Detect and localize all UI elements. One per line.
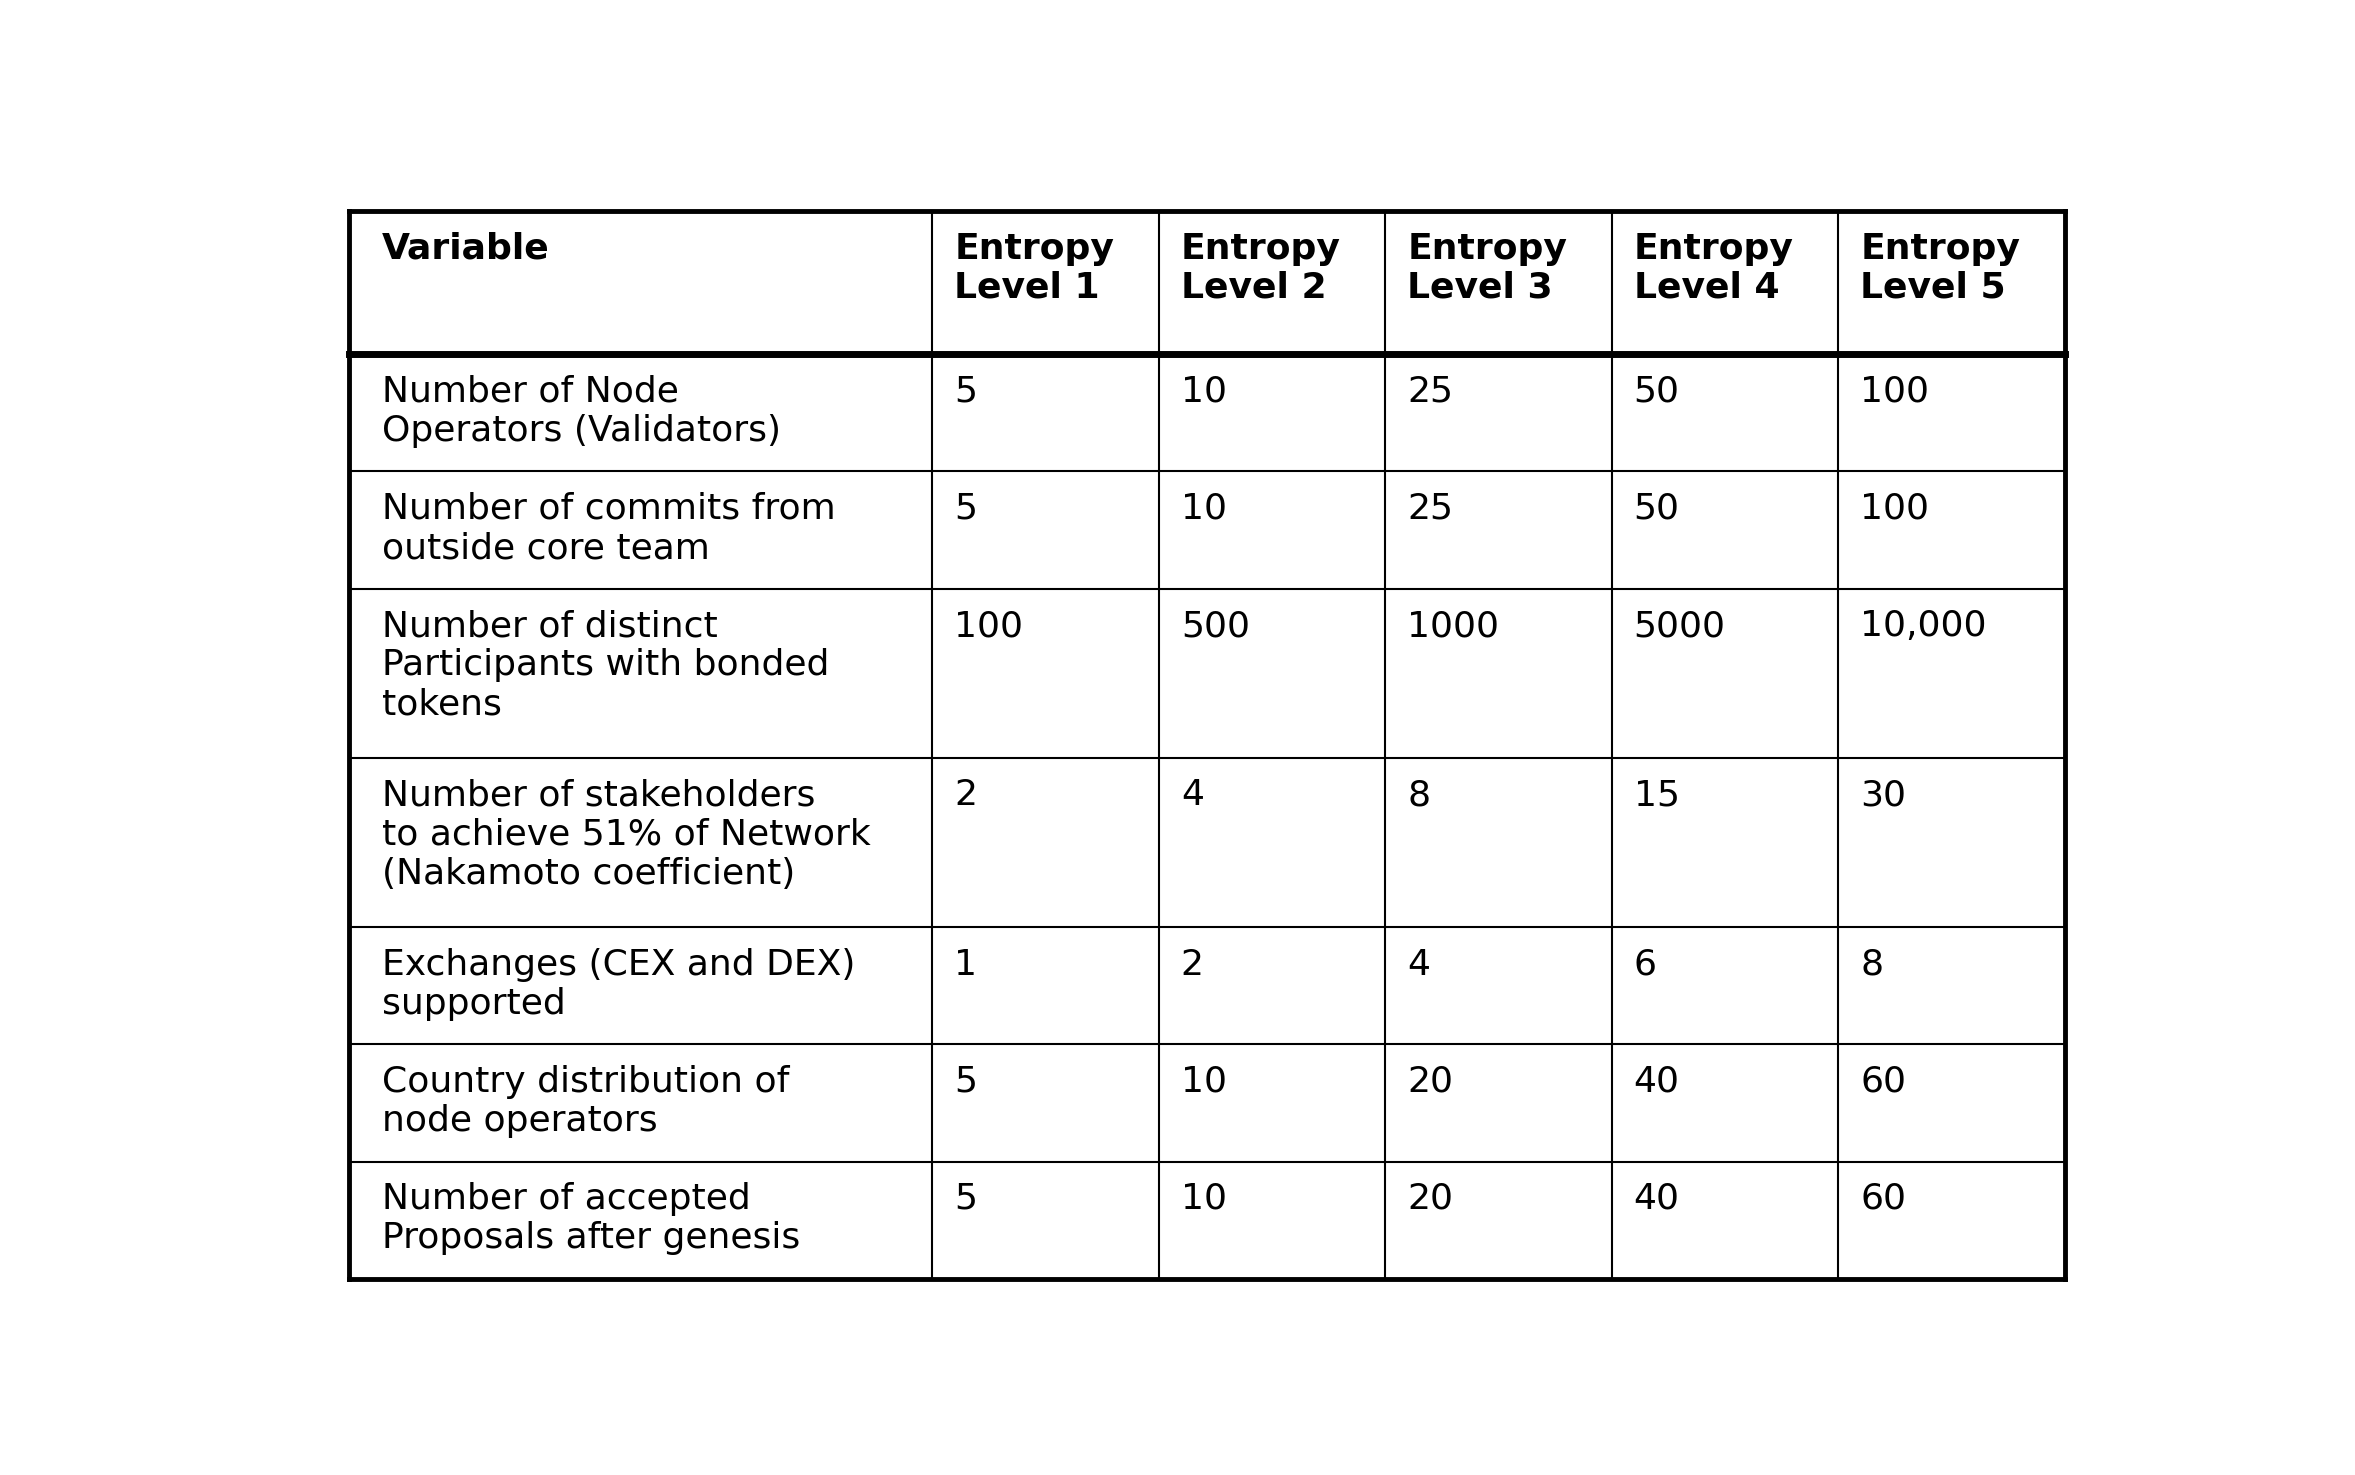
Bar [349, 928, 933, 1044]
Text: 5: 5 [954, 1065, 977, 1099]
Bar [1385, 589, 1611, 758]
Text: Variable: Variable [382, 232, 549, 266]
Bar [1159, 472, 1385, 589]
Text: Number of commits from
outside core team: Number of commits from outside core team [382, 491, 836, 565]
Text: 20: 20 [1408, 1181, 1453, 1215]
Bar [349, 1044, 933, 1161]
Bar [1611, 472, 1839, 589]
Text: 8: 8 [1408, 779, 1429, 813]
Bar [1839, 354, 2065, 472]
Bar [1839, 211, 2065, 354]
Bar [1159, 758, 1385, 928]
Text: 2: 2 [954, 779, 977, 813]
Bar [1159, 1044, 1385, 1161]
Bar [1159, 928, 1385, 1044]
Bar [1385, 211, 1611, 354]
Bar [1385, 1161, 1611, 1279]
Bar [1839, 1044, 2065, 1161]
Text: 40: 40 [1634, 1065, 1679, 1099]
Bar [1611, 758, 1839, 928]
Text: 60: 60 [1860, 1065, 1905, 1099]
Text: 5: 5 [954, 491, 977, 527]
Text: 8: 8 [1860, 947, 1884, 981]
Bar [349, 589, 933, 758]
Bar [1611, 1044, 1839, 1161]
Bar [1385, 354, 1611, 472]
Text: Number of accepted
Proposals after genesis: Number of accepted Proposals after genes… [382, 1181, 801, 1255]
Bar [1839, 758, 2065, 928]
Text: 40: 40 [1634, 1181, 1679, 1215]
Text: 10: 10 [1180, 1181, 1227, 1215]
Bar [1385, 1044, 1611, 1161]
Text: 2: 2 [1180, 947, 1203, 981]
Bar [1839, 589, 2065, 758]
Text: Entropy
Level 5: Entropy Level 5 [1860, 232, 2021, 305]
Text: 100: 100 [1860, 491, 1929, 527]
Text: 5: 5 [954, 1181, 977, 1215]
Text: 60: 60 [1860, 1181, 1905, 1215]
Bar [349, 211, 933, 354]
Bar [933, 354, 1159, 472]
Bar [349, 758, 933, 928]
Bar [1611, 589, 1839, 758]
Text: Exchanges (CEX and DEX)
supported: Exchanges (CEX and DEX) supported [382, 947, 855, 1021]
Bar [1611, 928, 1839, 1044]
Text: Country distribution of
node operators: Country distribution of node operators [382, 1065, 789, 1139]
Text: 50: 50 [1634, 375, 1679, 409]
Text: Number of Node
Operators (Validators): Number of Node Operators (Validators) [382, 375, 782, 448]
Text: 5000: 5000 [1634, 609, 1726, 643]
Text: 1000: 1000 [1408, 609, 1500, 643]
Text: 15: 15 [1634, 779, 1679, 813]
Text: 20: 20 [1408, 1065, 1453, 1099]
Bar [1611, 211, 1839, 354]
Bar [1839, 472, 2065, 589]
Text: 10: 10 [1180, 491, 1227, 527]
Bar [349, 472, 933, 589]
Bar [933, 472, 1159, 589]
Text: Number of distinct
Participants with bonded
tokens: Number of distinct Participants with bon… [382, 609, 829, 721]
Bar [933, 1161, 1159, 1279]
Text: Entropy
Level 4: Entropy Level 4 [1634, 232, 1795, 305]
Text: 50: 50 [1634, 491, 1679, 527]
Bar [1385, 758, 1611, 928]
Bar [1159, 589, 1385, 758]
Bar [1159, 1161, 1385, 1279]
Bar [1839, 928, 2065, 1044]
Text: Entropy
Level 2: Entropy Level 2 [1180, 232, 1340, 305]
Bar [1159, 211, 1385, 354]
Bar [1839, 1161, 2065, 1279]
Text: Entropy
Level 1: Entropy Level 1 [954, 232, 1114, 305]
Text: 4: 4 [1408, 947, 1429, 981]
Text: 10: 10 [1180, 375, 1227, 409]
Bar [349, 1161, 933, 1279]
Bar [1159, 354, 1385, 472]
Text: Number of stakeholders
to achieve 51% of Network
(Nakamoto coefficient): Number of stakeholders to achieve 51% of… [382, 779, 871, 891]
Bar [1611, 1161, 1839, 1279]
Bar [933, 589, 1159, 758]
Bar [933, 928, 1159, 1044]
Text: 100: 100 [954, 609, 1024, 643]
Text: 5: 5 [954, 375, 977, 409]
Bar [933, 1044, 1159, 1161]
Text: 25: 25 [1408, 491, 1453, 527]
Text: 30: 30 [1860, 779, 1905, 813]
Bar [1385, 928, 1611, 1044]
Text: 500: 500 [1180, 609, 1251, 643]
Text: Entropy
Level 3: Entropy Level 3 [1408, 232, 1566, 305]
Text: 10: 10 [1180, 1065, 1227, 1099]
Text: 1: 1 [954, 947, 977, 981]
Bar [349, 354, 933, 472]
Text: 10,000: 10,000 [1860, 609, 1988, 643]
Bar [1611, 354, 1839, 472]
Bar [1385, 472, 1611, 589]
Text: 25: 25 [1408, 375, 1453, 409]
Text: 6: 6 [1634, 947, 1656, 981]
Bar [933, 211, 1159, 354]
Bar [933, 758, 1159, 928]
Text: 100: 100 [1860, 375, 1929, 409]
Text: 4: 4 [1180, 779, 1203, 813]
